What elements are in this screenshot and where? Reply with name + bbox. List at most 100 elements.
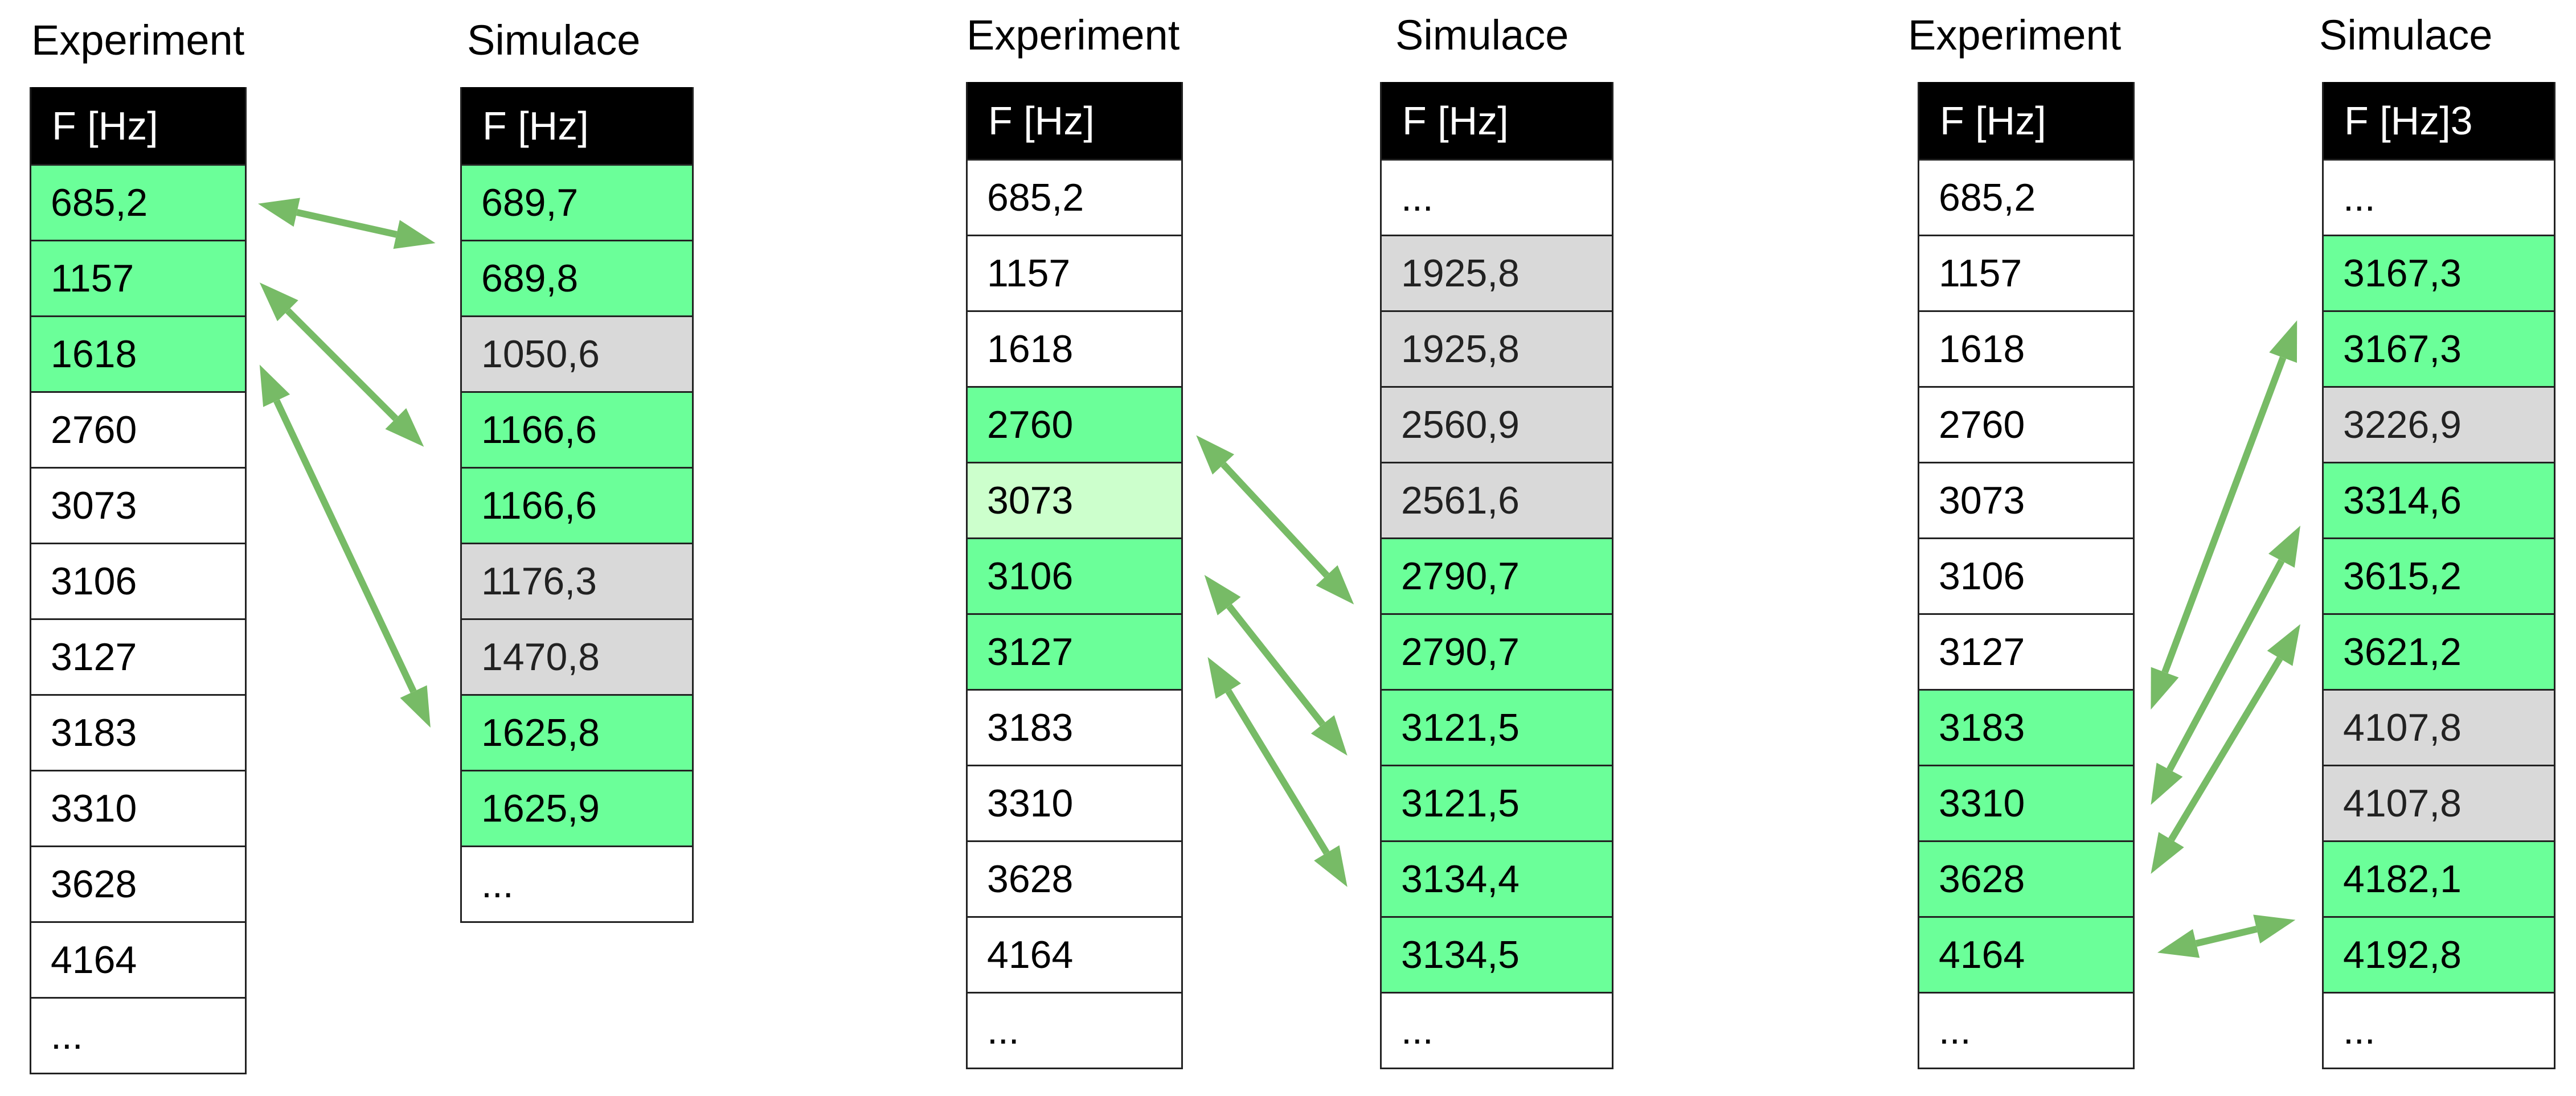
column-header: F [Hz]	[31, 87, 245, 164]
table-cell: 1157	[968, 235, 1181, 310]
table-cell: 1050,6	[462, 315, 692, 391]
table-cell: 3073	[968, 462, 1181, 537]
table-cell: 3183	[1919, 689, 2133, 765]
table-cell: ...	[968, 992, 1181, 1068]
table-cell: ...	[31, 997, 245, 1073]
table-cell: 2790,7	[1382, 613, 1612, 689]
experiment-table: F [Hz] 685,2 1157 1618 2760 3073 3106 3127 3183 3…	[30, 87, 247, 1074]
column-header: F [Hz]3	[2324, 82, 2554, 159]
table-cell: 3127	[968, 613, 1181, 689]
experiment-title: Experiment	[1908, 11, 2122, 59]
experiment-title: Experiment	[31, 17, 245, 64]
experiment-table: F [Hz] 685,2 1157 1618 2760 3073 3106 3127 3183 3…	[1918, 82, 2135, 1069]
table-cell: 3310	[1919, 765, 2133, 840]
match-arrow	[2168, 656, 2283, 842]
table-cell: 1618	[31, 315, 245, 391]
table-cell: 3615,2	[2324, 537, 2554, 613]
arrow-head	[393, 220, 436, 249]
simulation-table: F [Hz] 689,7 689,8 1050,6 1166,6 1166,6 1176,3…	[460, 87, 694, 923]
match-arrow	[2167, 559, 2285, 771]
arrow-head	[2268, 526, 2300, 568]
arrow-head	[1314, 845, 1348, 887]
arrow-head	[2157, 929, 2200, 958]
match-arrow	[2161, 356, 2287, 674]
table-cell: 3628	[1919, 840, 2133, 916]
table-cell: 1166,6	[462, 391, 692, 467]
match-arrow	[2195, 925, 2258, 947]
table-cell: 1166,6	[462, 467, 692, 543]
table-cell: 1470,8	[462, 618, 692, 694]
table-cell: 3226,9	[2324, 386, 2554, 462]
arrow-head	[2269, 320, 2297, 363]
table-cell: 1625,9	[462, 770, 692, 845]
table-cell: 2790,7	[1382, 537, 1612, 613]
simulation-table: F [Hz]3... 3167,3 3167,3 3226,9 3314,6 3615,2…	[2322, 82, 2555, 1069]
match-arrow	[1225, 689, 1330, 855]
arrow-head	[1196, 435, 1235, 475]
table-cell: 1157	[1919, 235, 2133, 310]
match-arrow	[285, 308, 399, 421]
table-cell: 4107,8	[2324, 765, 2554, 840]
simulation-table: F [Hz]... 1925,8 1925,8 2560,9 2561,6 2790,7 2…	[1380, 82, 1613, 1069]
table-cell: 3310	[31, 770, 245, 845]
table-cell: 685,2	[31, 164, 245, 240]
experiment-title: Experiment	[966, 11, 1180, 59]
column-header: F [Hz]	[968, 82, 1181, 159]
table-cell: 3314,6	[2324, 462, 2554, 537]
table-cell: 689,8	[462, 240, 692, 315]
table-cell: 3310	[968, 765, 1181, 840]
table-cell: ...	[2324, 992, 2554, 1068]
table-cell: ...	[1382, 159, 1612, 235]
table-cell: 3134,4	[1382, 840, 1612, 916]
table-cell: 4164	[968, 916, 1181, 992]
column-header: F [Hz]	[462, 87, 692, 164]
table-cell: 4192,8	[2324, 916, 2554, 992]
arrow-head	[1310, 715, 1348, 756]
column-header: F [Hz]	[1382, 82, 1612, 159]
table-cell: 1157	[31, 240, 245, 315]
arrow-head	[1204, 574, 1241, 615]
table-cell: 1925,8	[1382, 235, 1612, 310]
table-cell: 2561,6	[1382, 462, 1612, 537]
table-cell: 4164	[1919, 916, 2133, 992]
match-arrow	[296, 209, 398, 238]
experiment-table: F [Hz] 685,2 1157 1618 2760 3073 3106 3127 3183 3…	[966, 82, 1183, 1069]
table-cell: ...	[1382, 992, 1612, 1068]
arrow-head	[259, 282, 298, 322]
table-cell: 685,2	[1919, 159, 2133, 235]
table-cell: ...	[1919, 992, 2133, 1068]
table-cell: 3073	[1919, 462, 2133, 537]
arrow-head	[2151, 832, 2184, 874]
arrow-head	[259, 364, 290, 407]
table-cell: 3183	[31, 694, 245, 770]
arrow-head	[1207, 657, 1242, 699]
arrow-head	[2151, 667, 2179, 710]
table-cell: 3183	[968, 689, 1181, 765]
table-cell: 3134,5	[1382, 916, 1612, 992]
table-cell: 1618	[1919, 310, 2133, 386]
table-cell: 2760	[968, 386, 1181, 462]
table-cell: 1176,3	[462, 543, 692, 618]
table-cell: 1925,8	[1382, 310, 1612, 386]
table-cell: 2760	[31, 391, 245, 467]
arrow-head	[385, 408, 424, 447]
arrow-head	[2267, 624, 2300, 666]
table-cell: 4164	[31, 921, 245, 997]
arrow-head	[1316, 565, 1354, 605]
simulation-title: Simulace	[2319, 11, 2493, 59]
table-cell: 2760	[1919, 386, 2133, 462]
table-cell: 3121,5	[1382, 689, 1612, 765]
table-cell: 3621,2	[2324, 613, 2554, 689]
table-cell: 3628	[968, 840, 1181, 916]
table-cell: 3127	[1919, 613, 2133, 689]
arrow-head	[400, 685, 431, 728]
arrow-head	[257, 198, 300, 227]
table-cell: 1625,8	[462, 694, 692, 770]
table-cell: 4107,8	[2324, 689, 2554, 765]
arrow-head	[2253, 914, 2296, 944]
simulation-title: Simulace	[1395, 11, 1569, 59]
simulation-title: Simulace	[467, 17, 641, 64]
column-header: F [Hz]	[1919, 82, 2133, 159]
table-cell: ...	[2324, 159, 2554, 235]
